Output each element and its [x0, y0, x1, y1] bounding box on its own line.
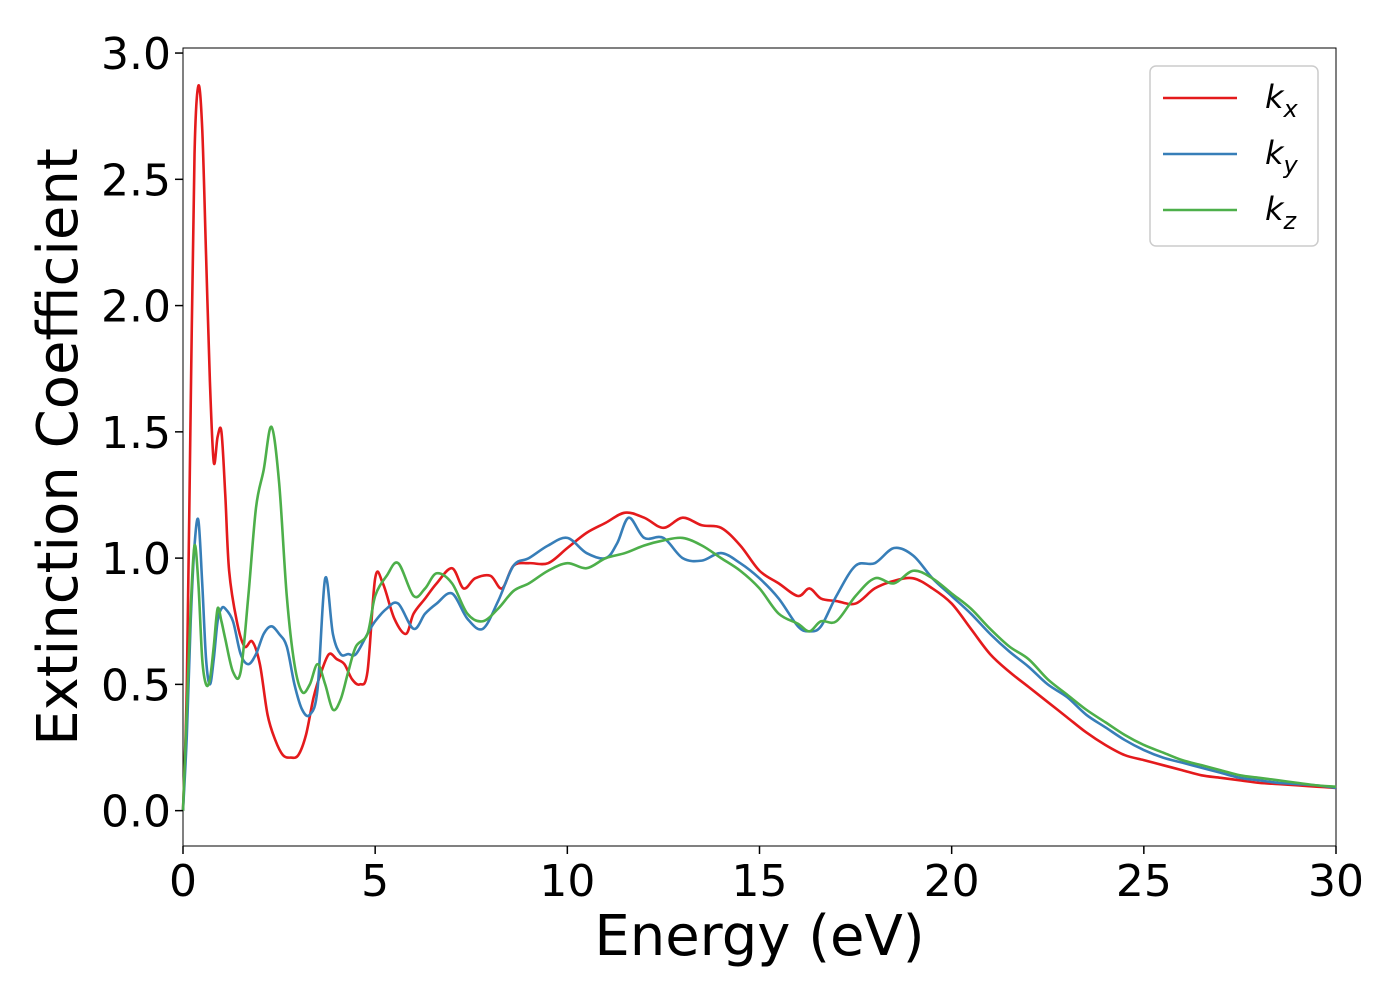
y-tick-label: 0.5	[101, 660, 171, 711]
x-axis-ticks: 0 5 10 15 20 25 30	[169, 846, 1364, 907]
y-tick-label: 1.5	[101, 408, 171, 459]
series-line-ky	[181, 516, 1337, 811]
legend-box	[1149, 65, 1319, 247]
legend-label-kx: kx	[1265, 78, 1299, 123]
y-axis-label: Extinction Coefficient	[26, 148, 91, 746]
series-line-kx	[181, 84, 1337, 811]
y-tick-label: 3.0	[101, 29, 171, 80]
x-tick-label: 30	[1308, 856, 1364, 907]
series-line-kz	[181, 425, 1337, 811]
y-tick-label: 1.0	[101, 534, 171, 585]
x-axis-label: Energy (eV)	[594, 904, 924, 969]
series-lines	[181, 84, 1337, 811]
x-tick-label: 5	[361, 856, 389, 907]
legend-label-ky: ky	[1265, 134, 1299, 179]
y-tick-label: 2.0	[101, 282, 171, 333]
x-tick-label: 15	[732, 856, 788, 907]
legend: kx ky kz	[1149, 65, 1319, 247]
x-tick-label: 20	[924, 856, 980, 907]
y-axis-ticks: 0.0 0.5 1.0 1.5 2.0 2.5 3.0	[101, 29, 183, 838]
y-tick-label: 0.0	[101, 787, 171, 838]
x-tick-label: 10	[539, 856, 595, 907]
x-tick-label: 0	[169, 856, 197, 907]
legend-label-kz: kz	[1265, 190, 1298, 235]
x-tick-label: 25	[1116, 856, 1172, 907]
y-tick-label: 2.5	[101, 155, 171, 206]
plot-area: 0 5 10 15 20 25 30 0.0 0.5 1.0 1.5 2.0 2.5 3.0	[101, 29, 1364, 907]
